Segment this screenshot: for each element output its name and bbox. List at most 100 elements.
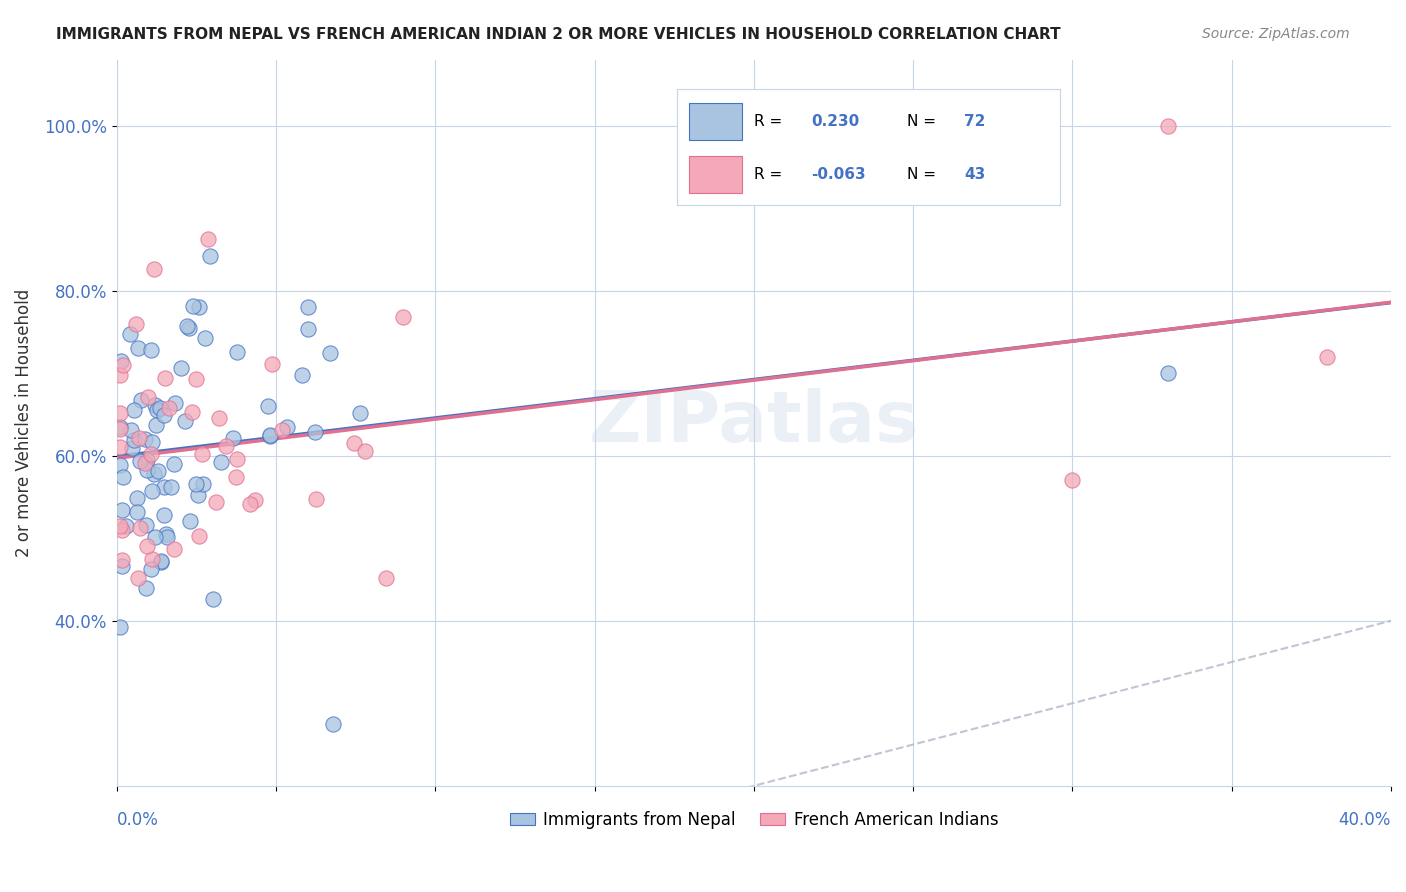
Point bbox=[163, 457, 186, 471]
Point bbox=[125, 491, 148, 505]
Point bbox=[374, 571, 396, 585]
Point bbox=[108, 620, 131, 634]
Point bbox=[343, 436, 366, 450]
Point bbox=[170, 360, 193, 375]
Point bbox=[291, 368, 314, 383]
Point bbox=[143, 530, 166, 544]
Point bbox=[319, 346, 342, 360]
Point bbox=[129, 392, 152, 407]
Point bbox=[208, 411, 231, 425]
Point bbox=[120, 423, 142, 437]
Point bbox=[349, 406, 371, 420]
Point bbox=[134, 432, 156, 446]
Point bbox=[180, 405, 202, 419]
Point bbox=[304, 425, 326, 439]
Point bbox=[141, 551, 163, 566]
Point bbox=[108, 421, 131, 435]
Point bbox=[1157, 366, 1180, 380]
Point bbox=[184, 477, 207, 491]
Point bbox=[1316, 350, 1339, 364]
Point bbox=[148, 464, 170, 478]
Point bbox=[153, 508, 176, 523]
Point bbox=[181, 299, 204, 313]
Point bbox=[1062, 474, 1084, 488]
Point bbox=[239, 497, 262, 511]
Point bbox=[297, 300, 319, 314]
Point bbox=[111, 553, 134, 567]
Point bbox=[146, 402, 169, 417]
Point bbox=[156, 530, 179, 544]
Point bbox=[174, 414, 197, 428]
Point bbox=[155, 527, 177, 541]
Point bbox=[225, 470, 247, 484]
Point bbox=[143, 398, 166, 412]
Point bbox=[176, 319, 198, 334]
Point bbox=[142, 467, 165, 482]
Point bbox=[245, 492, 267, 507]
Point bbox=[187, 529, 209, 543]
Point bbox=[112, 358, 135, 372]
Point bbox=[259, 429, 281, 443]
Point bbox=[143, 262, 166, 277]
Text: IMMIGRANTS FROM NEPAL VS FRENCH AMERICAN INDIAN 2 OR MORE VEHICLES IN HOUSEHOLD : IMMIGRANTS FROM NEPAL VS FRENCH AMERICAN… bbox=[56, 27, 1062, 42]
Point bbox=[205, 495, 228, 509]
Point bbox=[139, 343, 162, 357]
Point bbox=[110, 354, 132, 368]
Point bbox=[260, 358, 283, 372]
Point bbox=[129, 521, 152, 535]
Point bbox=[127, 571, 149, 585]
Point bbox=[108, 458, 131, 472]
Point bbox=[108, 441, 131, 455]
Point bbox=[1157, 119, 1180, 133]
Point bbox=[153, 408, 176, 422]
Point bbox=[111, 502, 134, 516]
Point bbox=[136, 452, 159, 467]
Point bbox=[202, 591, 225, 606]
Point bbox=[122, 433, 145, 447]
Point bbox=[115, 519, 138, 533]
Point bbox=[125, 317, 148, 331]
Point bbox=[179, 514, 201, 528]
Point bbox=[111, 470, 134, 484]
Point bbox=[157, 401, 180, 416]
Point bbox=[145, 418, 167, 433]
Y-axis label: 2 or more Vehicles in Household: 2 or more Vehicles in Household bbox=[15, 289, 32, 557]
Point bbox=[135, 518, 157, 533]
Point bbox=[141, 483, 163, 498]
Point bbox=[179, 321, 201, 335]
Legend: Immigrants from Nepal, French American Indians: Immigrants from Nepal, French American I… bbox=[503, 805, 1005, 836]
Point bbox=[108, 368, 131, 383]
Point bbox=[194, 331, 217, 345]
Point bbox=[139, 562, 162, 576]
Point bbox=[150, 555, 173, 569]
Point bbox=[198, 249, 221, 263]
Point bbox=[139, 447, 162, 461]
Point bbox=[153, 371, 176, 385]
Text: ZIPatlas: ZIPatlas bbox=[589, 388, 920, 458]
Point bbox=[392, 310, 415, 325]
Point bbox=[162, 541, 184, 556]
Point bbox=[353, 444, 375, 458]
Point bbox=[187, 488, 209, 502]
Text: 40.0%: 40.0% bbox=[1339, 811, 1391, 829]
Point bbox=[122, 402, 145, 417]
Point bbox=[297, 322, 319, 336]
Point bbox=[127, 342, 149, 356]
Point bbox=[149, 553, 172, 567]
Point bbox=[110, 420, 132, 434]
Point bbox=[270, 423, 292, 437]
Point bbox=[305, 492, 328, 507]
Point bbox=[215, 439, 238, 453]
Point bbox=[108, 519, 131, 533]
Point bbox=[141, 435, 163, 450]
Point bbox=[110, 559, 132, 574]
Point bbox=[111, 523, 134, 537]
Point bbox=[135, 582, 157, 596]
Point bbox=[121, 441, 143, 455]
Point bbox=[184, 372, 207, 386]
Point bbox=[108, 406, 131, 420]
Point bbox=[136, 390, 159, 404]
Point bbox=[191, 476, 214, 491]
Point bbox=[259, 427, 281, 442]
Point bbox=[222, 431, 245, 445]
